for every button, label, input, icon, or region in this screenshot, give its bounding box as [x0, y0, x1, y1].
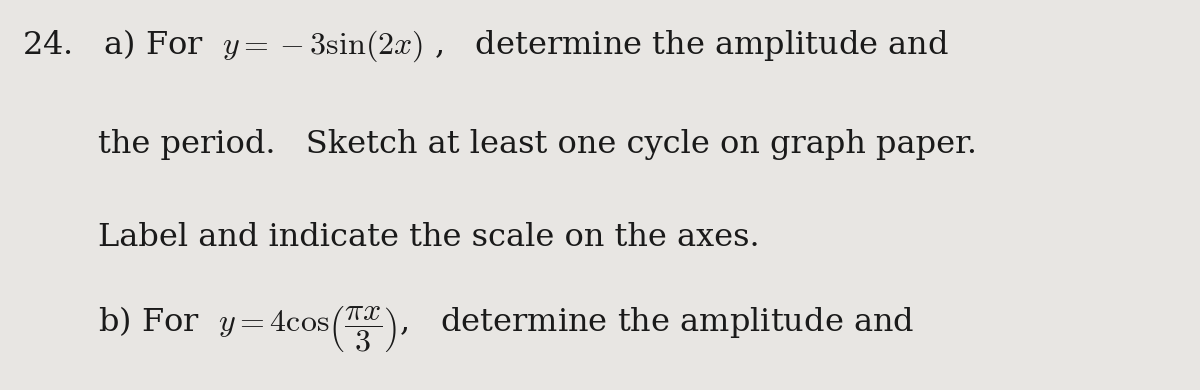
- Text: the period.   Sketch at least one cycle on graph paper.: the period. Sketch at least one cycle on…: [98, 129, 977, 160]
- Text: b) For  $y = 4\cos\!\left(\dfrac{\pi x}{3}\right)$,   determine the amplitude an: b) For $y = 4\cos\!\left(\dfrac{\pi x}{3…: [98, 304, 914, 354]
- Text: Label and indicate the scale on the axes.: Label and indicate the scale on the axes…: [98, 222, 760, 253]
- Text: 24.   a) For  $y = -3\sin(2x)$ ,   determine the amplitude and: 24. a) For $y = -3\sin(2x)$ , determine …: [22, 27, 949, 64]
